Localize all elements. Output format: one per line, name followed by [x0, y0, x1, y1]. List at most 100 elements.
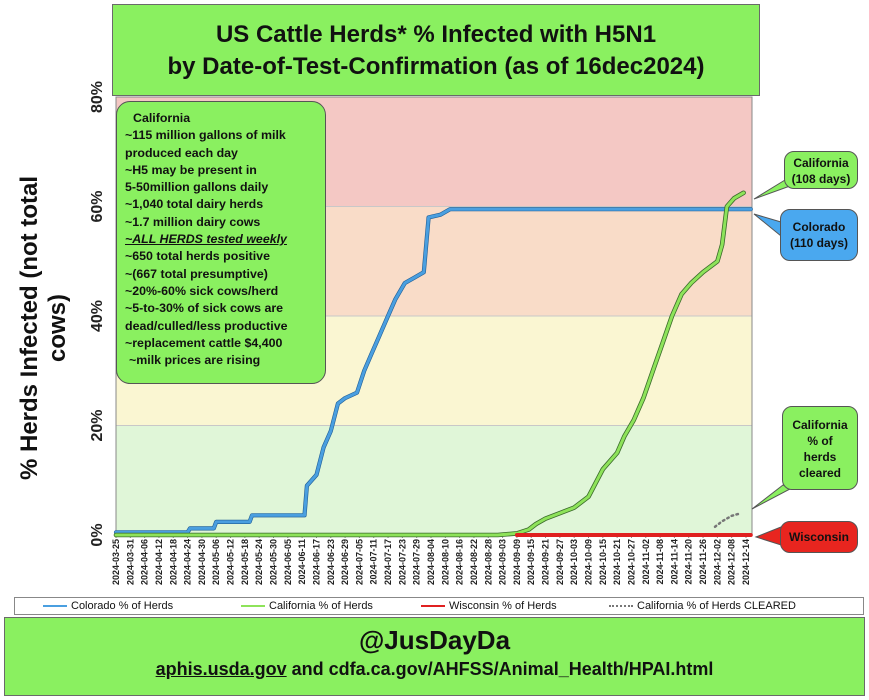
y-axis-label: % Herds Infected (not total cows) [16, 175, 71, 481]
x-tick-label: 2024-09-09 [512, 539, 522, 585]
legend-label: Colorado % of Herds [71, 600, 174, 612]
footer-handle: @JusDayDa [358, 625, 511, 655]
legend-swatch [241, 605, 265, 608]
legend-item-colorado: Colorado % of Herds [43, 600, 173, 612]
x-tick-label: 2024-10-03 [569, 539, 579, 585]
x-tick-label: 2024-07-17 [383, 539, 393, 585]
callout-cleared-line: herds [803, 450, 837, 464]
series-line-colorado [114, 207, 753, 534]
x-tick-label: 2024-04-12 [154, 539, 164, 585]
footer-box: @JusDayDa aphis.usda.gov and cdfa.ca.gov… [4, 617, 865, 696]
callout-pointer-wisconsin [754, 526, 782, 546]
x-tick-label: 2024-10-09 [584, 539, 594, 585]
legend-item-california: California % of Herds [241, 600, 373, 612]
callout-california-cleared: California % of herds cleared [782, 406, 858, 490]
x-tick-label: 2024-10-21 [612, 539, 622, 585]
x-tick-label: 2024-07-05 [354, 539, 364, 585]
legend-swatch [421, 605, 445, 608]
info-line: produced each day [125, 145, 238, 160]
info-line: ~milk prices are rising [129, 353, 261, 368]
callout-pointer-colorado [753, 213, 782, 238]
info-line: ~115 million gallons of milk [125, 128, 286, 143]
x-tick-label: 2024-04-06 [140, 539, 150, 585]
x-tick-label: 2024-09-03 [498, 539, 508, 585]
x-tick-label: 2024-04-30 [197, 539, 207, 585]
chart-title-box: US Cattle Herds* % Infected with H5N1 by… [112, 4, 760, 96]
callout-california-name: California [793, 156, 849, 170]
footer-source: aphis.usda.gov and cdfa.ca.gov/AHFSS/Ani… [5, 656, 864, 682]
x-tick-labels: 2024-03-25 2024-03-31 2024-04-06 2024-04-12… [111, 535, 751, 585]
info-line: ~5-to-30% of sick cows are [125, 301, 284, 316]
footer-source-link[interactable]: aphis.usda.gov [155, 659, 287, 679]
x-tick-label: 2024-04-24 [183, 539, 193, 585]
legend-label: California % of Herds CLEARED [637, 600, 796, 612]
x-tick-label: 2024-08-10 [440, 539, 450, 585]
chart-title-line1: US Cattle Herds* % Infected with H5N1 [215, 21, 657, 48]
series-line-california-cleared [713, 511, 743, 529]
y-tick-label: 40% [89, 300, 106, 332]
x-tick-label: 2024-05-18 [240, 539, 250, 585]
legend-label: California % of Herds [269, 600, 373, 612]
x-tick-label: 2024-10-15 [598, 539, 608, 585]
footer-source-rest: and cdfa.ca.gov/AHFSS/Animal_Health/HPAI… [286, 659, 714, 679]
x-tick-label: 2024-08-04 [426, 539, 436, 585]
x-tick-label: 2024-11-02 [641, 539, 651, 585]
x-tick-label: 2024-03-31 [125, 539, 135, 585]
info-line: ~20%-60% sick cows/herd [125, 283, 279, 298]
x-tick-label: 2024-09-21 [541, 539, 551, 585]
x-tick-label: 2024-12-14 [741, 539, 751, 585]
legend-item-wisconsin: Wisconsin % of Herds [421, 600, 557, 612]
callout-colorado-days: (110 days) [789, 236, 849, 250]
x-tick-label: 2024-06-11 [297, 539, 307, 585]
x-tick-label: 2024-11-14 [669, 539, 679, 585]
band-green [116, 425, 752, 535]
x-tick-label: 2024-06-29 [340, 539, 350, 585]
series-lines [113, 190, 753, 538]
x-tick-label: 2024-04-18 [168, 539, 178, 585]
x-tick-label: 2024-05-12 [226, 539, 236, 585]
x-tick-label: 2024-08-16 [455, 539, 465, 585]
x-tick-label: 2024-06-23 [326, 539, 336, 585]
info-line: ~1.7 million dairy cows [125, 214, 261, 229]
x-tick-label: 2024-12-02 [712, 539, 722, 585]
callout-pointers [751, 179, 792, 546]
info-line: ~1,040 total dairy herds [125, 197, 264, 212]
x-tick-label: 2024-05-24 [254, 539, 264, 585]
x-tick-label: 2024-11-26 [698, 539, 708, 585]
y-tick-label: 60% [89, 190, 106, 222]
info-line: 5-50million gallons daily [125, 180, 269, 195]
legend-item-california-cleared: California % of Herds CLEARED [609, 600, 796, 612]
info-line: ~ALL HERDS tested weekly [125, 232, 287, 247]
callout-california: California (108 days) [784, 151, 858, 189]
x-tick-label: 2024-09-15 [526, 539, 536, 585]
x-tick-label: 2024-06-05 [283, 539, 293, 585]
x-tick-label: 2024-05-30 [269, 539, 279, 585]
x-tick-label: 2024-07-23 [397, 539, 407, 585]
info-line: ~(667 total presumptive) [125, 266, 268, 281]
x-tick-label: 2024-11-20 [684, 539, 694, 585]
x-tick-label: 2024-11-08 [655, 539, 665, 585]
info-line: California [133, 111, 191, 125]
x-tick-label: 2024-03-25 [111, 539, 121, 585]
chart-title-line2: by Date-of-Test-Confirmation (as of 16de… [167, 53, 705, 80]
x-tick-label: 2024-08-22 [469, 539, 479, 585]
callout-cleared-line: % of [807, 434, 833, 448]
x-tick-label: 2024-08-28 [483, 539, 493, 585]
callout-wisconsin-name: Wisconsin [789, 530, 849, 544]
callout-wisconsin: Wisconsin [780, 521, 858, 553]
callout-cleared-line: California [792, 418, 848, 432]
callout-pointer-cleared [751, 484, 792, 510]
x-tick-label: 2024-05-06 [211, 539, 221, 585]
chart-legend: Colorado % of Herds California % of Herd… [14, 597, 864, 615]
y-tick-label: 80% [89, 81, 106, 113]
y-tick-labels: 0% 20% 40% 60% 80% [89, 81, 106, 547]
callout-cleared-line: cleared [798, 466, 842, 480]
callout-colorado: Colorado (110 days) [780, 209, 858, 261]
x-tick-label: 2024-10-27 [626, 539, 636, 585]
callout-california-days: (108 days) [791, 172, 851, 186]
x-tick-label: 2024-09-27 [555, 539, 565, 585]
legend-label: Wisconsin % of Herds [449, 600, 557, 612]
california-info-box: California ~115 million gallons of milk … [116, 101, 326, 384]
x-tick-label: 2024-12-08 [727, 539, 737, 585]
